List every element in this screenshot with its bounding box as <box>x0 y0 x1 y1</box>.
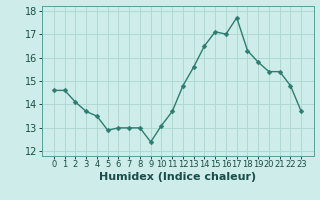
X-axis label: Humidex (Indice chaleur): Humidex (Indice chaleur) <box>99 172 256 182</box>
